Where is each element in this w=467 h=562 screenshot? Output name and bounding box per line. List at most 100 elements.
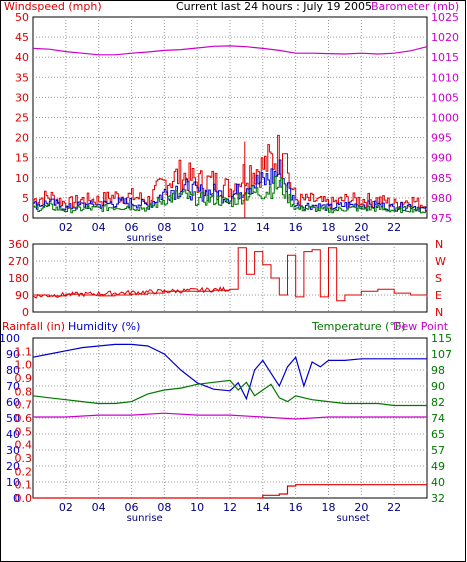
windspeed-tick-label: 35 bbox=[15, 71, 29, 84]
windspeed-tick-label: 5 bbox=[22, 192, 29, 205]
humidity-tick-label: 60 bbox=[6, 396, 20, 409]
rainfall-tick-label: 0.1 bbox=[15, 479, 33, 492]
sunrise-label: sunrise bbox=[127, 233, 163, 244]
humidity-tick-label: 0 bbox=[13, 492, 20, 505]
barometer-line bbox=[32, 45, 428, 56]
wind-x-tick-label: 18 bbox=[322, 221, 336, 234]
windspeed-axis-label: Windspeed (mph) bbox=[4, 0, 102, 13]
rainfall-line bbox=[33, 484, 427, 499]
humidity-tick-label: 50 bbox=[6, 412, 20, 425]
bottom-sunrise-label: sunrise bbox=[127, 513, 163, 524]
barometer-tick-label: 975 bbox=[431, 212, 452, 225]
windspeed-tick-label: 30 bbox=[15, 91, 29, 104]
compass-tick-label: E bbox=[435, 289, 442, 302]
temperature-tick-label: 74 bbox=[431, 412, 445, 425]
barometer-tick-label: 990 bbox=[431, 152, 452, 165]
wind-x-tick-label: 14 bbox=[256, 221, 270, 234]
direction-tick-label: 0 bbox=[22, 306, 29, 319]
chart-title: Current last 24 hours : July 19 2005 bbox=[176, 0, 372, 13]
wind-x-tick-label: 08 bbox=[157, 221, 171, 234]
direction-tick-label: 180 bbox=[8, 272, 29, 285]
rainfall-tick-label: 0.3 bbox=[15, 452, 33, 465]
wind-x-tick-label: 20 bbox=[354, 221, 368, 234]
humidity-tick-label: 30 bbox=[6, 444, 20, 457]
barometer-axis-label: Barometer (mb) bbox=[371, 0, 459, 13]
compass-tick-label: W bbox=[435, 255, 446, 268]
windspeed-tick-label: 15 bbox=[15, 152, 29, 165]
humidity-line bbox=[32, 343, 427, 401]
wind-x-tick-label: 16 bbox=[289, 221, 303, 234]
rainfall-tick-label: 0.2 bbox=[15, 465, 33, 478]
bottom-x-tick-label: 06 bbox=[125, 501, 139, 514]
direction-tick-label: 270 bbox=[8, 255, 29, 268]
rainfall-tick-label: 1.1 bbox=[15, 345, 33, 358]
humidity-tick-label: 10 bbox=[6, 476, 20, 489]
windspeed-tick-label: 50 bbox=[15, 11, 29, 24]
bottom-x-tick-label: 08 bbox=[157, 501, 171, 514]
barometer-tick-label: 1000 bbox=[431, 112, 459, 125]
rainfall-tick-label: 0.9 bbox=[15, 372, 33, 385]
barometer-tick-label: 1015 bbox=[431, 51, 459, 64]
bottom-sunset-label: sunset bbox=[337, 513, 370, 524]
humidity-axis-label: Humidity (%) bbox=[68, 320, 140, 333]
direction-tick-label: 360 bbox=[8, 238, 29, 251]
bottom-x-tick-label: 20 bbox=[354, 501, 368, 514]
temperature-tick-label: 57 bbox=[431, 444, 445, 457]
temperature-tick-label: 49 bbox=[431, 460, 445, 473]
rainfall-tick-label: 0.0 bbox=[15, 492, 33, 505]
humidity-plot-area bbox=[32, 337, 428, 499]
compass-tick-label: N bbox=[435, 238, 443, 251]
compass-tick-label: N bbox=[435, 306, 443, 319]
wind-x-tick-label: 10 bbox=[190, 221, 204, 234]
bottom-x-tick-label: 10 bbox=[190, 501, 204, 514]
temperature-tick-label: 40 bbox=[431, 476, 445, 489]
bottom-x-tick-label: 14 bbox=[256, 501, 270, 514]
humidity-tick-label: 20 bbox=[6, 460, 20, 473]
barometer-tick-label: 980 bbox=[431, 192, 452, 205]
humidity-tick-label: 100 bbox=[0, 332, 20, 345]
wind-direction-noise bbox=[32, 286, 231, 299]
temperature-axis-label: Temperature (°F) bbox=[311, 320, 406, 333]
bottom-x-tick-label: 12 bbox=[223, 501, 237, 514]
rainfall-tick-label: 0.5 bbox=[15, 425, 33, 438]
bottom-x-tick-label: 22 bbox=[387, 501, 401, 514]
temperature-tick-label: 32 bbox=[431, 492, 445, 505]
rainfall-tick-label: 0.6 bbox=[15, 412, 33, 425]
barometer-tick-label: 1020 bbox=[431, 31, 459, 44]
compass-tick-label: S bbox=[435, 272, 442, 285]
humidity-tick-label: 90 bbox=[6, 348, 20, 361]
temperature-tick-label: 90 bbox=[431, 380, 445, 393]
windspeed-tick-label: 45 bbox=[15, 31, 29, 44]
barometer-tick-label: 995 bbox=[431, 132, 452, 145]
wind-x-tick-label: 12 bbox=[223, 221, 237, 234]
bottom-x-tick-label: 04 bbox=[92, 501, 106, 514]
dewpoint-line bbox=[33, 412, 427, 420]
windspeed-tick-label: 40 bbox=[15, 51, 29, 64]
barometer-tick-label: 1025 bbox=[431, 11, 459, 24]
wind-x-tick-label: 22 bbox=[387, 221, 401, 234]
barometer-tick-label: 985 bbox=[431, 172, 452, 185]
windspeed-tick-label: 0 bbox=[22, 212, 29, 225]
temperature-tick-label: 107 bbox=[431, 348, 452, 361]
windspeed-min-line bbox=[33, 176, 428, 214]
rainfall-tick-label: 0.4 bbox=[15, 439, 33, 452]
humidity-tick-label: 40 bbox=[6, 428, 20, 441]
windspeed-tick-label: 25 bbox=[15, 112, 29, 125]
temperature-line bbox=[32, 379, 427, 407]
windspeed-gust-line bbox=[33, 134, 428, 212]
rainfall-tick-label: 0.7 bbox=[15, 399, 33, 412]
dewpoint-axis-label: Dew Point bbox=[393, 320, 449, 333]
direction-tick-label: 90 bbox=[15, 289, 29, 302]
wind-direction-line bbox=[33, 247, 428, 302]
windspeed-tick-label: 10 bbox=[15, 172, 29, 185]
rainfall-tick-label: 0.8 bbox=[15, 385, 33, 398]
barometer-tick-label: 1005 bbox=[431, 91, 459, 104]
wind-x-tick-label: 06 bbox=[125, 221, 139, 234]
windspeed-tick-label: 20 bbox=[15, 132, 29, 145]
barometer-tick-label: 1010 bbox=[431, 71, 459, 84]
wind-x-tick-label: 04 bbox=[92, 221, 106, 234]
humidity-tick-label: 80 bbox=[6, 364, 20, 377]
temperature-tick-label: 65 bbox=[431, 428, 445, 441]
bottom-x-tick-label: 16 bbox=[289, 501, 303, 514]
